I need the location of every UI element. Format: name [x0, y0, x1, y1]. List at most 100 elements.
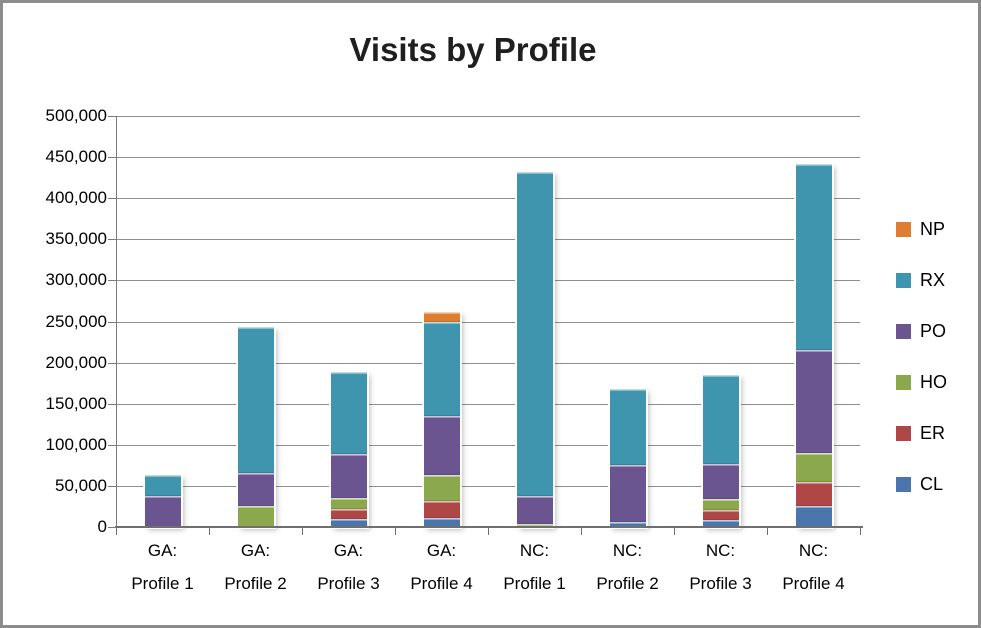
x-label-profile: Profile 4 — [782, 574, 845, 593]
x-label-profile: Profile 1 — [503, 574, 566, 593]
y-axis-tick-mark — [108, 444, 116, 446]
bar-segment-np — [423, 312, 460, 322]
bar-segment-ho — [516, 523, 553, 527]
x-axis-tick-mark — [209, 528, 210, 535]
legend-swatch-np — [896, 222, 911, 237]
bar-segment-rx — [795, 163, 832, 351]
y-axis-tick-mark — [108, 321, 116, 323]
y-axis-tick-label: 100,000 — [45, 434, 107, 454]
bar-segment-rx — [702, 374, 739, 464]
bar-segment-er — [330, 508, 367, 519]
plot-area — [116, 116, 860, 527]
bar-segment-ho — [702, 499, 739, 510]
bar-segment-ho — [237, 506, 274, 527]
bar-ga-profile-1 — [144, 475, 181, 527]
legend-item-np: NP — [896, 216, 947, 243]
x-label-state: NC: — [519, 541, 550, 560]
bar-segment-po — [702, 463, 739, 500]
legend-swatch-er — [896, 426, 911, 441]
y-axis-tick-label: 400,000 — [45, 188, 107, 208]
y-axis-tick-label: 350,000 — [45, 229, 107, 249]
bar-nc-profile-3 — [702, 374, 739, 527]
legend-swatch-cl — [896, 477, 911, 492]
x-label-state: GA: — [240, 541, 271, 560]
x-label-state: GA: — [147, 541, 178, 560]
legend-label-ho: HO — [920, 372, 947, 392]
x-axis-category-label: GA: Profile 1 — [113, 541, 213, 594]
bar-segment-ho — [423, 475, 460, 501]
x-axis-category-label: NC: Profile 3 — [671, 541, 771, 594]
x-label-profile: Profile 3 — [689, 574, 752, 593]
bar-segment-cl — [795, 506, 832, 527]
legend: NP RX PO HO ER CL — [896, 216, 947, 522]
legend-item-er: ER — [896, 420, 947, 447]
bar-segment-ho — [330, 498, 367, 509]
x-axis-tick-mark — [581, 528, 582, 535]
x-axis-tick-mark — [674, 528, 675, 535]
y-axis-tick-label: 0 — [97, 517, 107, 536]
gridline — [116, 321, 860, 323]
x-axis-tick-mark — [302, 528, 303, 535]
bar-segment-cl — [702, 519, 739, 527]
x-label-profile: Profile 4 — [410, 574, 473, 593]
bar-segment-er — [795, 481, 832, 507]
x-label-profile: Profile 2 — [596, 574, 659, 593]
bar-segment-cl — [330, 518, 367, 527]
gridline — [116, 280, 860, 282]
bar-segment-rx — [144, 475, 181, 496]
x-label-state: NC: — [612, 541, 643, 560]
bar-segment-po — [237, 472, 274, 507]
x-axis-category-label: NC: Profile 4 — [764, 541, 864, 594]
bar-segment-rx — [237, 327, 274, 473]
y-axis-tick-label: 500,000 — [45, 106, 107, 125]
x-label-profile: Profile 3 — [317, 574, 380, 593]
bar-segment-er — [702, 509, 739, 520]
y-axis-tick-mark — [108, 527, 116, 528]
bar-segment-ho — [795, 453, 832, 482]
x-axis-category-label: NC: Profile 1 — [485, 541, 585, 594]
bar-nc-profile-1 — [516, 171, 553, 527]
x-axis-category-label: GA: Profile 2 — [206, 541, 306, 594]
y-axis-tick-label: 50,000 — [55, 475, 107, 495]
x-label-state: GA: — [426, 541, 457, 560]
bar-ga-profile-2 — [237, 327, 274, 527]
legend-item-po: PO — [896, 318, 947, 345]
gridline — [116, 444, 860, 446]
y-axis-tick-label: 300,000 — [45, 270, 107, 290]
legend-item-cl: CL — [896, 471, 947, 498]
bar-segment-cl — [609, 522, 646, 527]
bar-nc-profile-4 — [795, 163, 832, 527]
bar-segment-rx — [330, 372, 367, 454]
legend-label-cl: CL — [920, 474, 944, 494]
x-axis-tick-mark — [767, 528, 768, 535]
x-label-state: NC: — [798, 541, 829, 560]
bar-segment-po — [330, 453, 367, 499]
legend-item-rx: RX — [896, 267, 947, 294]
y-axis-tick-label: 150,000 — [45, 393, 107, 413]
legend-label-po: PO — [920, 321, 947, 341]
bar-segment-po — [423, 416, 460, 476]
x-axis-category-label: NC: Profile 2 — [578, 541, 678, 594]
bar-segment-po — [795, 350, 832, 454]
y-axis-tick-mark — [108, 157, 116, 159]
bar-segment-po — [609, 464, 646, 523]
bar-segment-po — [144, 495, 181, 527]
x-label-profile: Profile 2 — [224, 574, 287, 593]
bar-segment-rx — [423, 321, 460, 417]
gridline — [116, 239, 860, 241]
y-axis-tick-label: 200,000 — [45, 352, 107, 372]
x-axis-line — [115, 526, 863, 528]
legend-label-np: NP — [920, 219, 946, 239]
bar-segment-er — [423, 500, 460, 518]
legend-label-er: ER — [920, 423, 946, 443]
x-label-state: GA: — [333, 541, 364, 560]
y-axis-tick-mark — [108, 239, 116, 241]
x-axis-category-label: GA: Profile 4 — [392, 541, 492, 594]
bar-segment-rx — [609, 388, 646, 465]
bar-segment-rx — [516, 171, 553, 496]
bar-nc-profile-2 — [609, 388, 646, 527]
legend-item-ho: HO — [896, 369, 947, 396]
legend-label-rx: RX — [920, 270, 946, 290]
gridline — [116, 198, 860, 200]
